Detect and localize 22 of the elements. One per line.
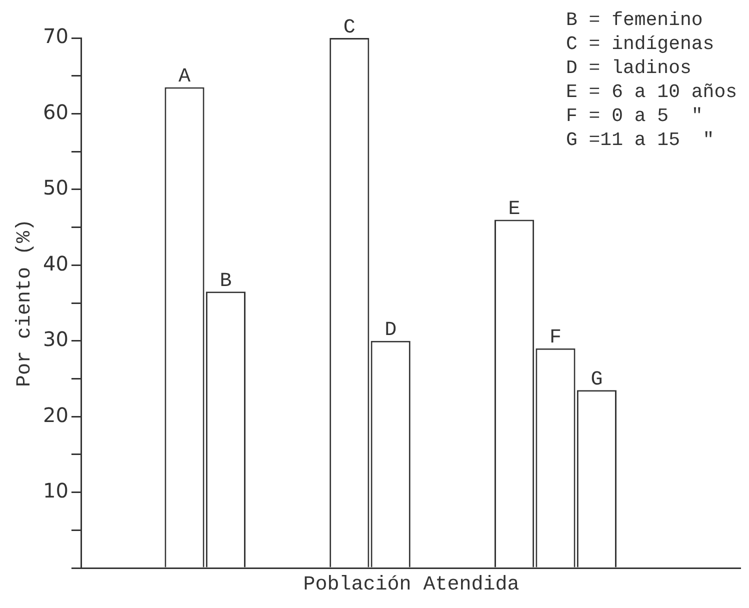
annotation: F = 0 a 5 " xyxy=(566,104,704,128)
y-tick-label: 30 xyxy=(42,327,68,352)
x-axis-title: Población Atendida xyxy=(303,573,520,596)
y-tick-label: 60 xyxy=(42,100,68,124)
annotation: D = ladinos xyxy=(566,56,692,80)
text: B = femenino xyxy=(566,8,704,32)
x-tick-label: E xyxy=(508,198,520,222)
x-tick-label: G xyxy=(590,368,603,392)
annotation: C = indígenas xyxy=(566,32,716,56)
y-tick-label: 50 xyxy=(42,176,68,200)
x-tick-label: D xyxy=(384,319,397,342)
annotation: G =11 a 15 " xyxy=(566,128,716,152)
x-tick-label: A xyxy=(178,66,191,89)
x-tick-label: C xyxy=(343,16,356,40)
y-tick-label: 20 xyxy=(42,402,68,427)
annotation: E = 6 a 10 años xyxy=(566,80,737,104)
y-tick-label: 40 xyxy=(42,251,68,276)
y-axis-title: Por ciento (%) xyxy=(13,218,36,388)
x-tick-label: B xyxy=(220,270,232,293)
x-tick-label: F xyxy=(549,326,562,350)
y-tick-label: 10 xyxy=(42,478,68,502)
y-tick-label: 70 xyxy=(42,24,68,48)
